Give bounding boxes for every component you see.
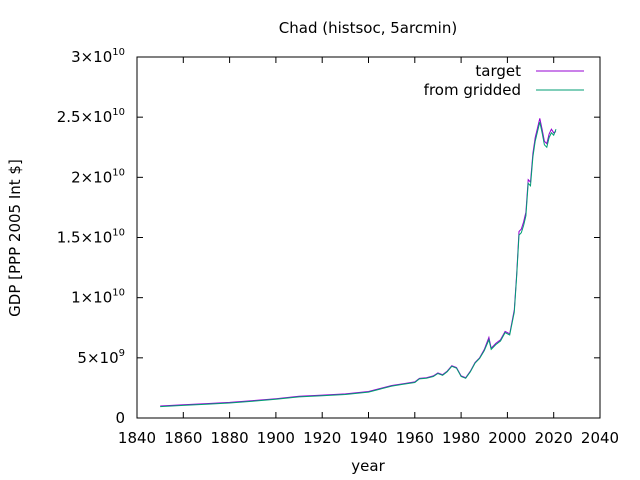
series-line-target [160,118,557,407]
y-tick-exponent: 10 [112,228,125,239]
x-tick-label: 1900 [257,429,295,447]
x-tick-label: 2000 [488,429,526,447]
y-tick-mantissa: 2×10 [71,168,112,186]
x-tick-label: 1860 [164,429,202,447]
x-tick-label: 2020 [535,429,573,447]
y-tick-exponent: 10 [112,107,125,118]
x-tick-label: 1980 [442,429,480,447]
y-tick-mantissa: 1×10 [71,289,112,307]
y-tick-label: 1.5×1010 [57,228,125,247]
x-tick-label: 1880 [211,429,249,447]
y-tick-label: 0 [115,409,125,427]
y-tick-exponent: 10 [112,288,125,299]
series-line-from-gridded [160,121,557,408]
y-axis-label: GDP [PPP 2005 Int $] [6,159,24,317]
y-tick-mantissa: 5×10 [77,349,118,367]
plot-frame [136,56,601,419]
y-tick-exponent: 10 [112,167,125,178]
y-tick-label: 3×1010 [71,47,125,66]
x-tick-label: 1840 [118,429,156,447]
y-tick-label: 5×109 [77,348,125,367]
y-tick-exponent: 10 [112,47,125,58]
y-tick-label: 2×1010 [71,167,125,186]
legend-label: target [475,62,521,80]
x-tick-label: 1960 [396,429,434,447]
y-tick-mantissa: 0 [115,409,125,427]
x-tick-label: 2040 [581,429,619,447]
y-tick-mantissa: 1.5×10 [57,229,113,247]
y-tick-mantissa: 3×10 [71,48,112,66]
y-tick-label: 2.5×1010 [57,107,125,126]
chart-title: Chad (histsoc, 5arcmin) [279,19,457,37]
x-tick-label: 1920 [303,429,341,447]
x-tick-label: 1940 [349,429,387,447]
y-tick-exponent: 9 [119,348,125,359]
legend-label: from gridded [424,81,521,99]
y-tick-mantissa: 2.5×10 [57,108,113,126]
x-axis-label: year [351,457,385,475]
y-tick-label: 1×1010 [71,288,125,307]
